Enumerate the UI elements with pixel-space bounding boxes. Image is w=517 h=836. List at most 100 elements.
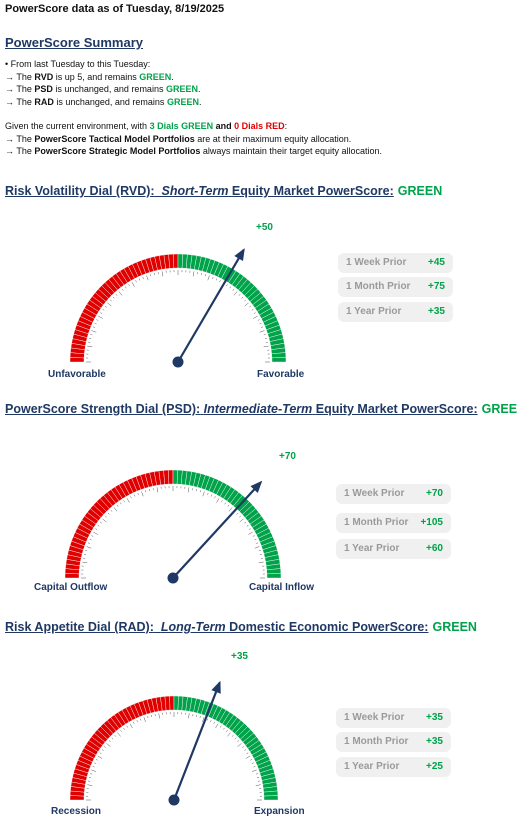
gauge-tick xyxy=(109,741,110,742)
summary-intro: • From last Tuesday to this Tuesday: xyxy=(5,58,382,71)
history-month: 1 Month Prior+105 xyxy=(336,513,451,533)
gauge-tick xyxy=(84,554,86,555)
gauge-tick xyxy=(216,279,217,281)
gauge-tick xyxy=(264,334,266,335)
gauge-tick xyxy=(223,728,224,730)
gauge-tick xyxy=(203,492,205,497)
gauge-tick xyxy=(137,720,138,722)
gauge-tick xyxy=(245,303,249,306)
gauge-tick xyxy=(98,525,100,526)
gauge-tick xyxy=(260,554,262,555)
summary-block: • From last Tuesday to this Tuesday: → T… xyxy=(5,58,382,158)
gauge-tick xyxy=(238,743,242,746)
page-title: PowerScore data as of Tuesday, 8/19/2025 xyxy=(5,3,224,15)
gauge-tick xyxy=(93,766,95,767)
gauge-tick xyxy=(205,274,206,276)
gauge-tick xyxy=(239,294,240,295)
history-week: 1 Week Prior+70 xyxy=(336,484,451,504)
gauge-tick xyxy=(252,763,254,764)
gauge-tick xyxy=(120,503,121,505)
gauge-tick xyxy=(87,547,92,549)
gauge-tick xyxy=(91,770,96,772)
gauge-tick xyxy=(127,726,128,728)
summary-tactical: → The PowerScore Tactical Model Portfoli… xyxy=(5,133,382,146)
gauge-left-label: Capital Outflow xyxy=(34,582,107,593)
gauge-right-label: Capital Inflow xyxy=(249,582,314,593)
gauge-tick xyxy=(193,271,194,276)
gauge-tick xyxy=(90,334,92,335)
gauge-tick xyxy=(256,785,261,786)
summary-title: PowerScore Summary xyxy=(5,35,143,50)
gauge-tick xyxy=(208,276,210,281)
gauge-hub xyxy=(173,357,184,368)
dial-heading: Risk Appetite Dial (RAD): Long-Term Dome… xyxy=(5,620,477,634)
gauge-tick xyxy=(253,766,255,767)
gauge-tick xyxy=(242,746,244,747)
summary-line-rad: → The RAD is unchanged, and remains GREE… xyxy=(5,96,382,109)
gauge-segment-green xyxy=(272,357,286,362)
summary-environment: Given the current environment, with 3 Di… xyxy=(5,120,382,133)
gauge-tick xyxy=(242,297,243,298)
gauge-tick xyxy=(90,774,92,775)
gauge-tick xyxy=(221,500,222,502)
gauge-tick xyxy=(230,287,231,289)
gauge-tick xyxy=(157,487,158,492)
gauge-tick xyxy=(264,346,269,347)
gauge-tick xyxy=(207,493,208,495)
gauge-tick xyxy=(124,728,125,730)
gauge-tick xyxy=(217,498,220,502)
gauge-tick xyxy=(103,519,107,522)
gauge-tick xyxy=(87,785,92,786)
gauge-tick xyxy=(117,505,118,507)
gauge-tick xyxy=(232,735,233,736)
gauge-tick xyxy=(138,493,139,495)
gauge-tick xyxy=(254,313,256,314)
gauge-tick xyxy=(265,338,267,339)
needle-value: +35 xyxy=(231,651,248,662)
gauge-tick xyxy=(129,284,130,286)
gauge-tick xyxy=(134,495,135,497)
gauge-tick xyxy=(105,306,107,307)
gauge-tick xyxy=(85,550,87,551)
gauge-tick xyxy=(154,273,155,275)
history-month: 1 Month Prior+35 xyxy=(336,732,451,752)
gauge-tick xyxy=(127,498,130,502)
gauge-tick xyxy=(260,331,265,333)
gauge-left-label: Recession xyxy=(51,806,101,817)
gauge-tick xyxy=(108,303,112,306)
gauge-tick xyxy=(145,490,146,492)
gauge-segment-red xyxy=(173,254,178,268)
gauge-tick xyxy=(229,508,232,512)
gauge-tick xyxy=(144,717,146,722)
gauge-tick xyxy=(159,713,160,718)
gauge-tick xyxy=(115,735,116,736)
gauge-tick xyxy=(250,759,252,760)
gauge-hub xyxy=(168,573,179,584)
history-year: 1 Year Prior+35 xyxy=(338,302,453,322)
gauge-tick xyxy=(103,309,105,310)
gauge-tick xyxy=(112,738,113,739)
gauge-tick xyxy=(215,496,216,498)
gauge-tick xyxy=(196,715,197,717)
gauge-tick xyxy=(124,500,125,502)
gauge-tick xyxy=(257,777,259,778)
gauge-tick xyxy=(261,327,263,328)
gauge-tick xyxy=(89,338,91,339)
gauge-tick xyxy=(147,276,149,281)
gauge-tick xyxy=(253,316,257,319)
gauge-tick xyxy=(87,346,92,347)
gauge-tick xyxy=(247,753,249,754)
needle-value: +50 xyxy=(256,222,273,233)
gauge-tick xyxy=(136,280,137,282)
gauge-tick xyxy=(226,284,227,286)
gauge-tick xyxy=(200,490,201,492)
gauge-tick xyxy=(255,539,257,540)
gauge-tick xyxy=(235,738,236,739)
summary-strategic: → The PowerScore Strategic Model Portfol… xyxy=(5,145,382,158)
gauge-tick xyxy=(102,750,104,751)
gauge-tick xyxy=(228,505,229,507)
history-year: 1 Year Prior+25 xyxy=(336,757,451,777)
needle-value: +70 xyxy=(279,451,296,462)
gauge-tick xyxy=(140,719,141,721)
gauge-tick xyxy=(237,741,238,742)
